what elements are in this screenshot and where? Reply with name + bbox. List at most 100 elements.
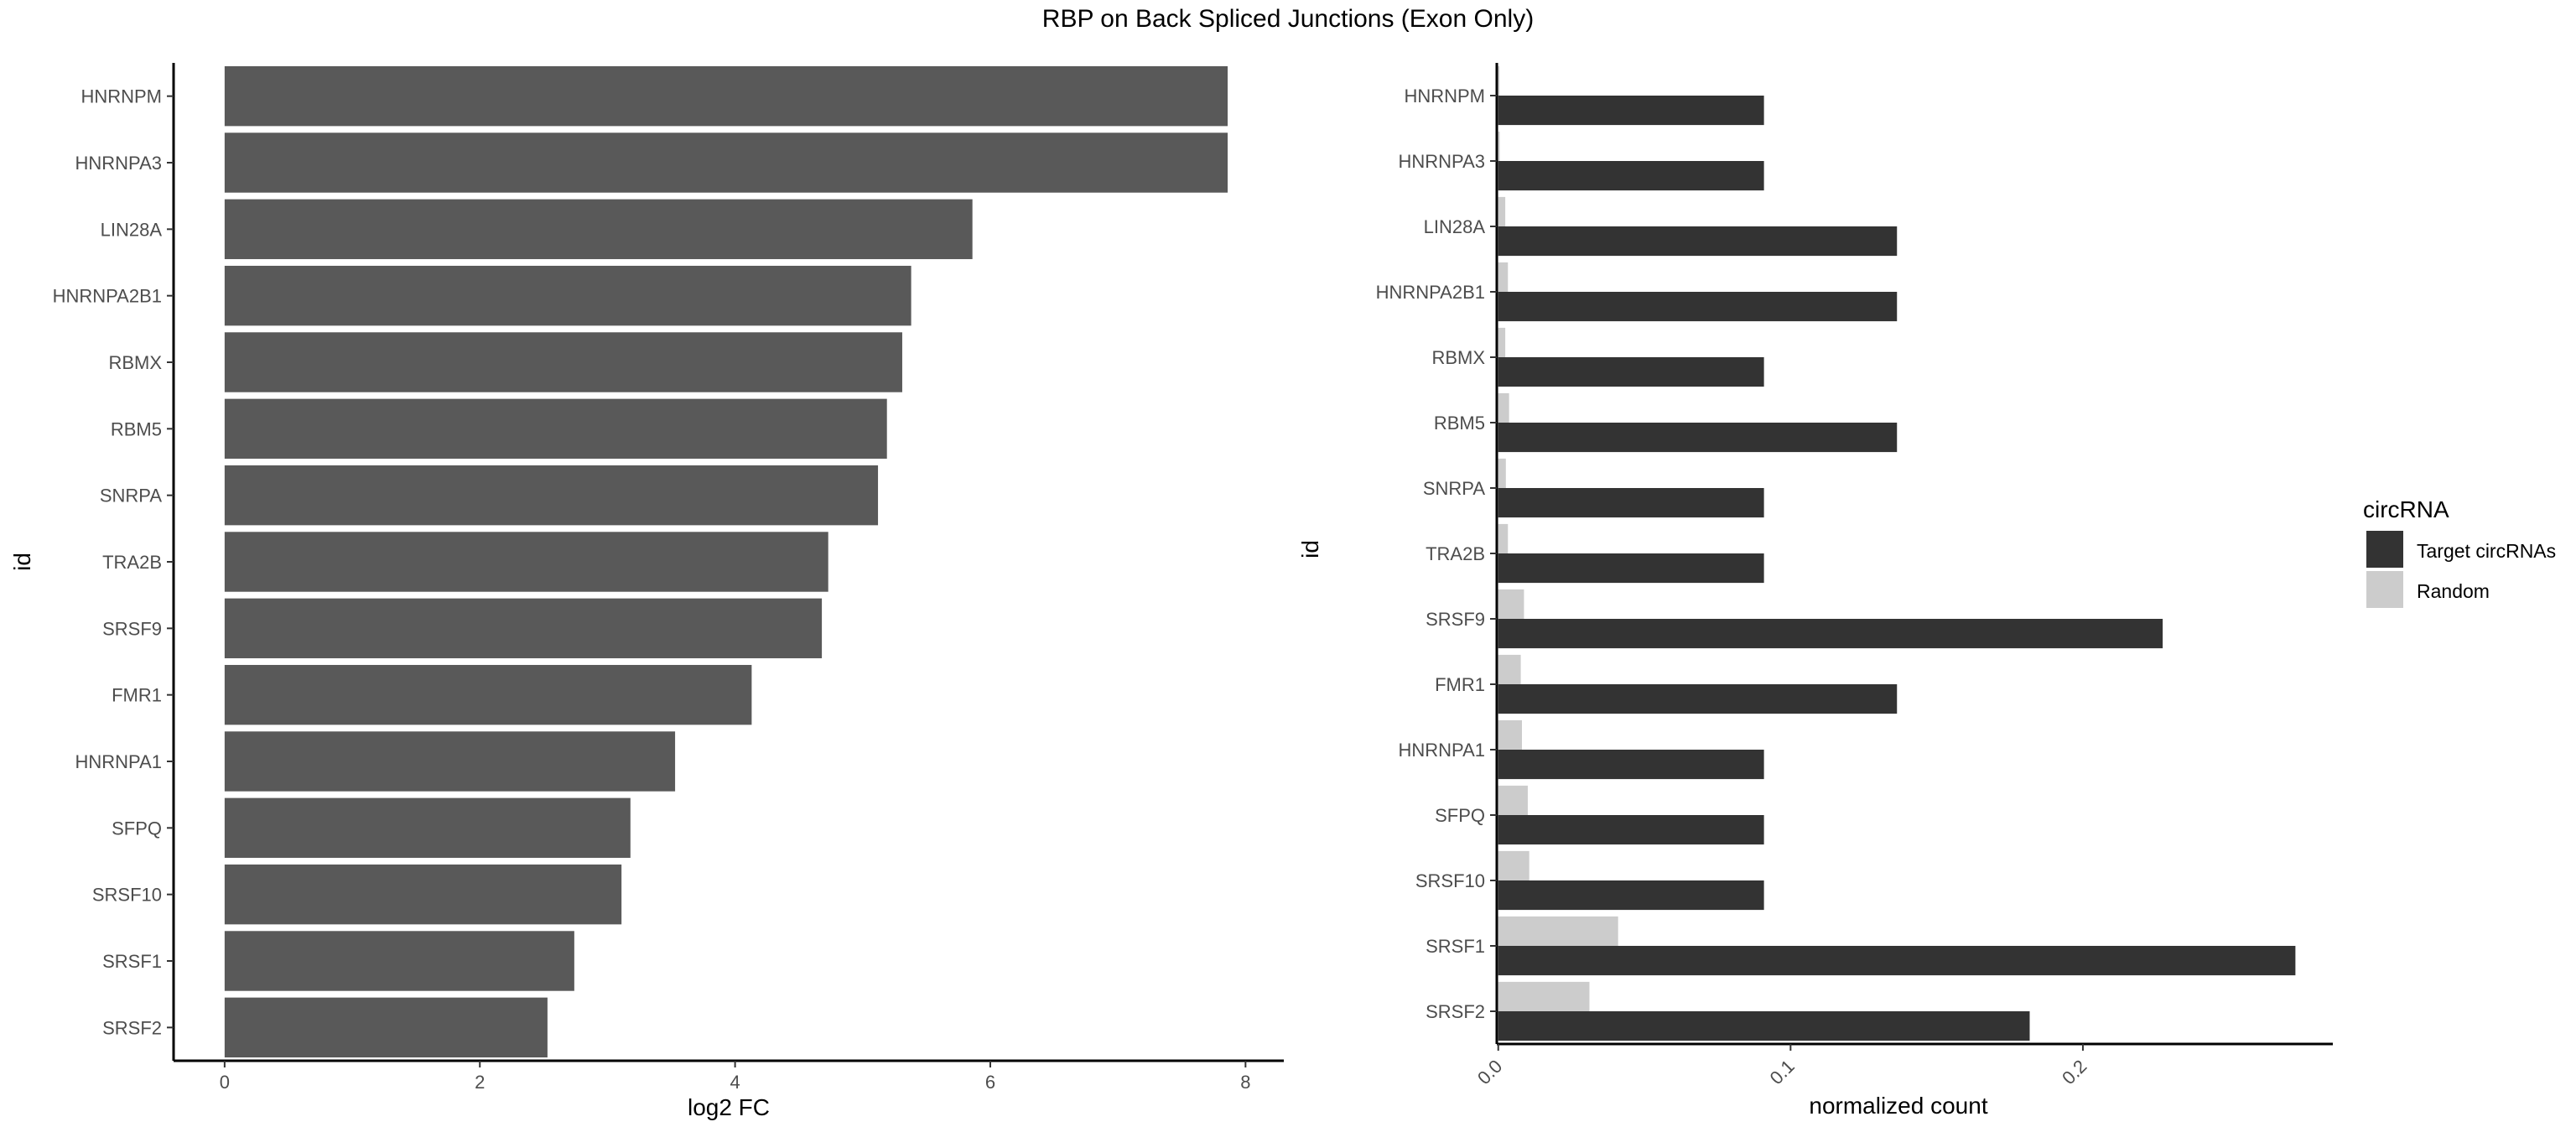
y-tick-label: SRSF10 [92, 885, 162, 906]
bar-srsf9 [224, 598, 823, 659]
bar-random-sfpq [1498, 785, 1528, 815]
y-tick-label: RBM5 [1434, 413, 1485, 434]
y-tick-label: SRSF2 [1426, 1001, 1485, 1022]
legend-label-target: Target circRNAs [2417, 540, 2556, 562]
bar-hnrnpa3 [224, 132, 1228, 193]
bar-random-srsf10 [1498, 850, 1530, 880]
y-tick-label: SNRPA [100, 486, 162, 506]
y-tick-label: SFPQ [112, 818, 162, 839]
y-tick-label: FMR1 [112, 685, 162, 706]
x-tick-label: 0 [220, 1072, 230, 1093]
y-tick-label: SRSF2 [102, 1017, 162, 1038]
bar-fmr1 [224, 664, 752, 725]
bar-target-srsf1 [1498, 946, 2296, 976]
x-tick-label: 6 [985, 1072, 995, 1093]
x-tick-label: 0.0 [1473, 1056, 1506, 1088]
legend: circRNA Target circRNAs Random [2363, 496, 2556, 608]
y-tick-label: HNRNPA2B1 [53, 286, 162, 307]
legend-title: circRNA [2363, 496, 2449, 522]
left-x-axis-label: log2 FC [688, 1094, 770, 1120]
left-y-ticks: HNRNPM HNRNPA3 LIN28A HNRNPA2B1 RBMX RBM5 SNRP… [53, 86, 174, 1038]
y-tick-label: RBM5 [111, 418, 162, 439]
bar-random-lin28a [1498, 196, 1506, 226]
y-tick-label: LIN28A [101, 219, 163, 240]
x-tick-label: 2 [475, 1072, 485, 1093]
y-tick-label: SFPQ [1435, 805, 1485, 826]
y-tick-label: HNRNPA1 [1398, 740, 1485, 761]
bar-random-hnrnpa3 [1498, 131, 1500, 161]
bar-target-hnrnpa2b1 [1498, 292, 1898, 322]
bar-random-hnrnpa1 [1498, 719, 1522, 750]
bar-target-srsf10 [1498, 880, 1764, 911]
x-tick-label: 0.1 [1766, 1056, 1799, 1088]
y-tick-label: TRA2B [102, 552, 162, 573]
bar-target-hnrnpm [1498, 96, 1764, 126]
x-tick-label: 0.2 [2058, 1056, 2090, 1088]
bar-random-hnrnpa2b1 [1498, 262, 1509, 292]
bar-target-tra2b [1498, 553, 1764, 584]
y-tick-label: SRSF9 [1426, 609, 1485, 630]
bar-random-rbmx [1498, 327, 1506, 357]
y-tick-label: LIN28A [1424, 216, 1486, 237]
bar-random-srsf9 [1498, 589, 1524, 619]
y-tick-label: FMR1 [1435, 674, 1485, 695]
y-tick-label: HNRNPA1 [75, 751, 162, 772]
left-bars [224, 65, 1228, 1058]
right-y-axis-label: id [1297, 540, 1323, 558]
right-x-ticks: 0.0 0.1 0.2 [1473, 1044, 2090, 1088]
y-tick-label: SRSF9 [102, 618, 162, 639]
bar-random-srsf1 [1498, 916, 1618, 946]
x-tick-label: 8 [1240, 1072, 1250, 1093]
legend-label-random: Random [2417, 580, 2490, 602]
y-tick-label: TRA2B [1426, 543, 1485, 564]
bar-target-lin28a [1498, 226, 1898, 257]
y-tick-label: SRSF1 [1426, 936, 1485, 957]
bar-tra2b [224, 532, 828, 592]
bar-random-tra2b [1498, 523, 1509, 553]
bar-random-rbm5 [1498, 392, 1509, 423]
y-tick-label: RBMX [108, 352, 162, 373]
figure-title: RBP on Back Spliced Junctions (Exon Only… [1042, 5, 1534, 33]
bar-hnrnpm [224, 65, 1228, 127]
bar-target-fmr1 [1498, 684, 1898, 714]
y-tick-label: HNRNPA3 [75, 153, 162, 174]
bar-srsf1 [224, 931, 574, 991]
y-tick-label: HNRNPA2B1 [1376, 282, 1485, 303]
bar-target-srsf2 [1498, 1011, 2030, 1041]
bar-random-snrpa [1498, 458, 1506, 488]
chart-left: HNRNPM HNRNPA3 LIN28A HNRNPA2B1 RBMX RBM5 SNRP… [9, 63, 1284, 1120]
bar-srsf10 [224, 864, 622, 925]
y-tick-label: HNRNPM [1404, 86, 1485, 106]
right-y-ticks: HNRNPM HNRNPA3 LIN28A HNRNPA2B1 RBMX RBM5 SNRP… [1376, 86, 1497, 1022]
left-x-ticks: 0 2 4 6 8 [220, 1061, 1250, 1093]
bar-srsf2 [224, 997, 548, 1058]
left-y-axis-label: id [9, 553, 35, 571]
right-x-axis-label: normalized count [1809, 1093, 1987, 1119]
legend-key-target [2366, 531, 2403, 568]
bar-target-sfpq [1498, 815, 1764, 845]
bar-target-rbmx [1498, 357, 1764, 387]
y-tick-label: HNRNPM [80, 86, 162, 107]
legend-key-random [2366, 571, 2403, 608]
bar-lin28a [224, 199, 973, 260]
bar-hnrnpa2b1 [224, 265, 911, 326]
bar-target-rbm5 [1498, 423, 1898, 453]
y-tick-label: RBMX [1431, 347, 1485, 368]
x-tick-label: 4 [730, 1072, 740, 1093]
bar-hnrnpa1 [224, 731, 676, 792]
bar-snrpa [224, 465, 879, 526]
y-tick-label: HNRNPA3 [1398, 151, 1485, 172]
bar-rbm5 [224, 398, 887, 460]
bar-random-fmr1 [1498, 654, 1521, 684]
bar-sfpq [224, 797, 631, 859]
y-tick-label: SRSF1 [102, 951, 162, 972]
bar-target-hnrnpa1 [1498, 750, 1764, 780]
bar-random-hnrnpm [1498, 65, 1500, 96]
bar-target-srsf9 [1498, 619, 2163, 649]
y-tick-label: SNRPA [1423, 478, 1485, 499]
bar-target-hnrnpa3 [1498, 161, 1764, 191]
right-bars [1498, 65, 2296, 1041]
bar-rbmx [224, 332, 902, 392]
bar-random-srsf2 [1498, 981, 1590, 1011]
